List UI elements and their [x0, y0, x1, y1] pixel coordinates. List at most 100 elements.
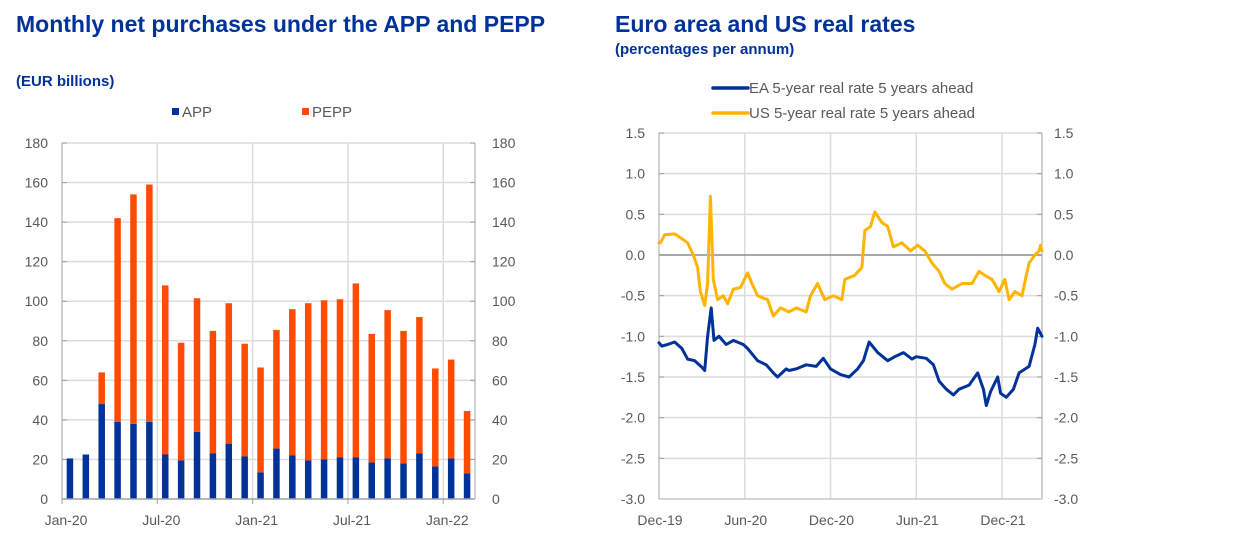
- bar-pepp: [384, 310, 391, 459]
- bar-app: [447, 458, 455, 499]
- x-tick-label: Jul-20: [142, 512, 180, 528]
- bar-app: [241, 456, 248, 499]
- y-tick-label-left: 0.5: [626, 206, 646, 222]
- bar-pepp: [209, 330, 217, 454]
- y-tick-label-left: 1.5: [626, 125, 646, 141]
- bar-app: [98, 404, 105, 499]
- y-tick-label-right: 1.5: [1054, 125, 1074, 141]
- bar-pepp: [432, 368, 439, 467]
- bar-pepp: [463, 410, 471, 474]
- y-tick-label-right: -1.0: [1054, 328, 1078, 344]
- bar-app: [432, 466, 439, 499]
- bar-pepp: [162, 285, 169, 455]
- y-tick-label-left: 160: [25, 175, 49, 191]
- y-tick-label-right: 1.0: [1054, 166, 1074, 182]
- bar-pepp: [114, 218, 121, 422]
- y-tick-label-left: 40: [32, 412, 48, 428]
- y-tick-label-left: 20: [32, 451, 48, 467]
- bar-pepp: [304, 303, 312, 461]
- legend-label-pepp: PEPP: [312, 104, 352, 121]
- bar-app: [130, 423, 137, 499]
- bar-pepp: [368, 333, 375, 463]
- bar-pepp: [225, 303, 233, 444]
- y-tick-label-left: -3.0: [621, 491, 645, 507]
- x-tick-label: Jan-21: [235, 512, 278, 528]
- y-tick-label-left: 0.0: [626, 247, 646, 263]
- bar-chart-panel: Monthly net purchases under the APP and …: [0, 0, 590, 547]
- bar-app: [209, 453, 217, 499]
- bar-pepp: [273, 329, 280, 449]
- line-chart-svg: -3.0 -3.0 -2.5 -2.5 -2.0 -2.0 -1.5 -1.5 -1.0 -1.0…: [621, 80, 1078, 528]
- y-tick-label-right: 80: [492, 333, 508, 349]
- y-tick-label-right: 0: [492, 491, 500, 507]
- y-tick-label-left: 80: [32, 333, 48, 349]
- bar-pepp: [177, 342, 185, 461]
- bar-app: [416, 453, 423, 499]
- bar-pepp: [400, 330, 407, 464]
- bar-chart-title: Monthly net purchases under the APP and …: [16, 11, 546, 37]
- y-tick-label-right: 0.5: [1054, 206, 1074, 222]
- y-tick-label-left: 60: [32, 372, 48, 388]
- bar-app: [368, 462, 375, 499]
- bar-pepp: [352, 283, 360, 458]
- bar-pepp: [289, 309, 296, 456]
- y-tick-label-left: -2.0: [621, 410, 645, 426]
- bar-pepp: [257, 367, 264, 473]
- x-tick-label: Jun-21: [896, 512, 939, 528]
- y-tick-label-right: 180: [492, 135, 516, 151]
- legend-label-ea: EA 5-year real rate 5 years ahead: [749, 80, 973, 97]
- bar-pepp: [193, 298, 201, 432]
- x-tick-label: Jun-20: [724, 512, 767, 528]
- y-tick-label-right: -0.5: [1054, 288, 1078, 304]
- line-chart-title: Euro area and US real rates: [615, 11, 916, 37]
- x-tick-label: Dec-20: [809, 512, 854, 528]
- bar-app: [336, 457, 344, 499]
- y-tick-label-right: -2.5: [1054, 450, 1078, 466]
- bar-app: [352, 457, 360, 499]
- legend-swatch-pepp: [302, 108, 309, 115]
- bar-app: [320, 459, 328, 499]
- bar-app: [289, 455, 296, 499]
- y-tick-label-right: -1.5: [1054, 369, 1078, 385]
- bar-app: [66, 458, 74, 499]
- line-chart-subtitle: (percentages per annum): [615, 41, 795, 58]
- legend-label-app: APP: [182, 104, 212, 121]
- x-tick-label: Dec-19: [637, 512, 682, 528]
- y-tick-label-right: -2.0: [1054, 410, 1078, 426]
- y-tick-label-right: 120: [492, 254, 516, 270]
- y-tick-label-right: 160: [492, 175, 516, 191]
- y-tick-label-left: 0: [40, 491, 48, 507]
- y-tick-label-left: 180: [25, 135, 49, 151]
- bar-pepp: [241, 343, 248, 457]
- y-tick-label-left: 120: [25, 254, 49, 270]
- bar-app: [384, 458, 391, 499]
- y-tick-label-right: 0.0: [1054, 247, 1074, 263]
- bar-app: [162, 454, 169, 499]
- x-tick-label: Jan-20: [45, 512, 88, 528]
- bar-app: [146, 421, 153, 499]
- bar-pepp: [98, 372, 105, 405]
- legend-label-us: US 5-year real rate 5 years ahead: [749, 105, 975, 122]
- line-ea-real-rate: [657, 306, 1044, 407]
- bar-app: [193, 431, 201, 499]
- bar-app: [257, 472, 264, 499]
- y-tick-label-left: 100: [25, 293, 49, 309]
- x-tick-label: Jul-21: [333, 512, 371, 528]
- y-tick-label-left: -0.5: [621, 288, 645, 304]
- bar-pepp: [130, 194, 137, 424]
- y-tick-label-right: 60: [492, 372, 508, 388]
- y-tick-label-left: -2.5: [621, 450, 645, 466]
- bar-pepp: [336, 299, 344, 458]
- bar-app: [273, 448, 280, 499]
- y-tick-label-left: -1.0: [621, 328, 645, 344]
- y-tick-label-left: 140: [25, 214, 49, 230]
- y-tick-label-right: 140: [492, 214, 516, 230]
- bar-pepp: [416, 317, 423, 454]
- bar-app: [463, 473, 471, 499]
- y-tick-label-right: -3.0: [1054, 491, 1078, 507]
- bar-chart-svg: 0 0 20 20 40 40 60 60 80 80 100 100 120 120 140 140 160 1…: [25, 104, 516, 528]
- x-tick-label: Dec-21: [980, 512, 1025, 528]
- bar-pepp: [447, 359, 455, 459]
- bar-chart-subtitle: (EUR billions): [16, 73, 115, 90]
- y-tick-label-left: 1.0: [626, 166, 646, 182]
